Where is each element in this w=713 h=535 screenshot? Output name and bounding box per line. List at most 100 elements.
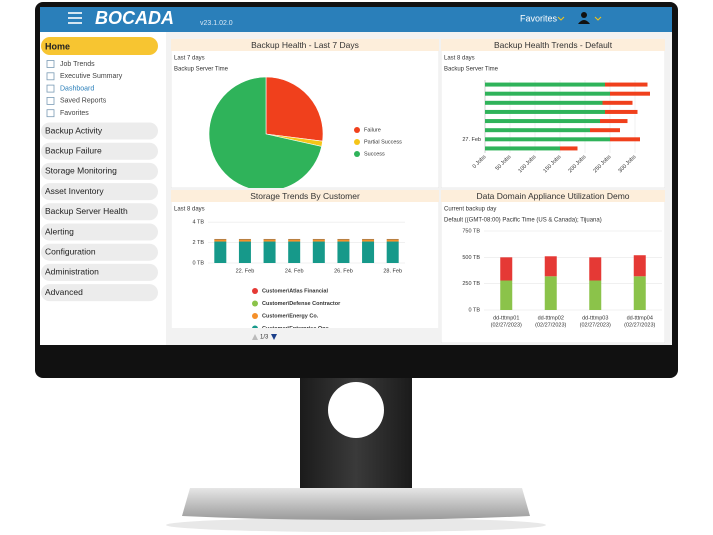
- bar-segment: [560, 146, 578, 151]
- menu-pill[interactable]: [41, 122, 158, 140]
- bar-segment: [312, 240, 325, 242]
- y-tick-label: 250 TB: [462, 281, 480, 287]
- panel: Data Domain Appliance Utilization Demo Cu…: [441, 190, 665, 343]
- bar-segment: [500, 257, 513, 281]
- bar-segment: [288, 238, 301, 240]
- home-button[interactable]: [41, 37, 158, 55]
- legend-label[interactable]: Customer\Defense Contractor: [262, 301, 341, 307]
- bar-segment: [600, 119, 628, 124]
- bar-segment: [362, 239, 375, 240]
- bar-segment: [485, 100, 603, 105]
- legend-label[interactable]: Customer\Atlas Financial: [262, 288, 328, 294]
- menu-pill[interactable]: [41, 243, 158, 261]
- x-tick-label: 24. Feb: [285, 268, 304, 274]
- x-tick-label: 22. Feb: [236, 268, 255, 274]
- panel-note: Backup Server Time: [174, 67, 229, 73]
- legend-label[interactable]: Customer\Energy Co.: [262, 313, 319, 319]
- menu-pill[interactable]: [41, 263, 158, 281]
- sidebar-link[interactable]: Dashboard: [60, 85, 94, 92]
- bar-segment: [312, 238, 325, 240]
- user-icon[interactable]: [581, 12, 587, 18]
- menu-item[interactable]: Backup Server Health: [45, 206, 128, 216]
- home-label[interactable]: Home: [45, 41, 70, 51]
- legend-page: 1/3: [260, 335, 269, 341]
- legend-label[interactable]: Customer\Enterprise One: [262, 326, 329, 332]
- bar-segment: [633, 255, 646, 277]
- menu-item[interactable]: Advanced: [45, 287, 83, 297]
- bar-segment: [485, 119, 600, 124]
- menu-item[interactable]: Storage Monitoring: [45, 166, 117, 176]
- y-tick-label: 500 TB: [462, 255, 480, 261]
- page-next[interactable]: [271, 334, 277, 340]
- bar-segment: [263, 239, 276, 240]
- link-icon: [46, 109, 55, 118]
- legend-marker: [252, 288, 258, 294]
- panel-title: Data Domain Appliance Utilization Demo: [476, 191, 629, 201]
- bar-segment: [633, 276, 646, 310]
- bar-segment: [288, 239, 301, 240]
- logo[interactable]: BOCADA: [95, 8, 174, 28]
- bar-segment: [610, 137, 640, 142]
- version: v23.1.02.0: [200, 20, 233, 27]
- menu-pill[interactable]: [41, 183, 158, 201]
- menu-item[interactable]: Administration: [45, 267, 99, 277]
- bar-segment: [362, 240, 375, 242]
- cable-hole: [328, 382, 384, 438]
- menu-pill[interactable]: [41, 284, 158, 302]
- sidebar-link[interactable]: Saved Reports: [60, 98, 107, 105]
- panel-note: Backup Server Time: [444, 67, 499, 73]
- menu-item[interactable]: Configuration: [45, 246, 96, 256]
- bar-segment: [589, 257, 602, 281]
- menu-pill[interactable]: [41, 223, 158, 241]
- link-icon: [46, 72, 55, 81]
- panel-title-bar: [171, 39, 439, 51]
- bar-segment: [263, 240, 276, 242]
- panel-title: Storage Trends By Customer: [250, 191, 360, 201]
- menu-item[interactable]: Backup Failure: [45, 145, 102, 155]
- bar-segment: [263, 241, 276, 263]
- y-tick-label: 4 TB: [192, 220, 204, 226]
- bar-segment: [602, 100, 633, 105]
- bar-segment: [386, 240, 399, 242]
- legend-marker: [354, 151, 360, 157]
- x-tick-label: dd-tttmp04: [627, 315, 653, 321]
- shadow: [166, 518, 546, 532]
- bar-segment: [485, 137, 610, 142]
- x-tick-label: 28. Feb: [383, 268, 402, 274]
- menu-icon[interactable]: [68, 12, 82, 24]
- bar-segment: [312, 241, 325, 263]
- bar-segment: [590, 128, 620, 133]
- bar-segment: [386, 238, 399, 240]
- panel-subtitle: Last 8 days: [444, 56, 475, 62]
- legend-label: Partial Success: [364, 139, 402, 145]
- header-bar: [40, 7, 672, 32]
- menu-pill[interactable]: [41, 142, 158, 160]
- page-prev[interactable]: [252, 334, 258, 340]
- x-tick-label: 26. Feb: [334, 268, 353, 274]
- legend-marker: [252, 313, 258, 319]
- panel-bg: [171, 190, 439, 328]
- sidebar-link[interactable]: Favorites: [60, 110, 89, 117]
- legend-label: Failure: [364, 127, 381, 133]
- sidebar-link[interactable]: Job Trends: [60, 61, 95, 68]
- bar-segment: [386, 239, 399, 240]
- legend-marker: [252, 300, 258, 307]
- sidebar-link[interactable]: Executive Summary: [60, 73, 123, 80]
- panel-subtitle: Current backup day: [444, 207, 496, 213]
- link-icon: [46, 97, 55, 105]
- bar-segment: [214, 238, 227, 240]
- menu-pill[interactable]: [41, 203, 158, 221]
- panel: Backup Health - Last 7 Days Last 7 days Ba…: [171, 39, 439, 188]
- panel-subtitle: Last 8 days: [174, 207, 205, 213]
- menu-item[interactable]: Asset Inventory: [45, 186, 104, 196]
- bar-segment: [337, 241, 350, 263]
- x-tick-label: dd-tttmp02: [538, 315, 564, 321]
- chevron: [557, 16, 565, 21]
- menu-pill[interactable]: [41, 162, 158, 180]
- menu-item[interactable]: Backup Activity: [45, 125, 103, 135]
- menu-item[interactable]: Alerting: [45, 226, 74, 236]
- bar-segment: [238, 239, 251, 240]
- favorites-menu[interactable]: Favorites: [520, 13, 558, 23]
- y-tick-label: 2 TB: [192, 240, 204, 246]
- bar-segment: [238, 240, 251, 242]
